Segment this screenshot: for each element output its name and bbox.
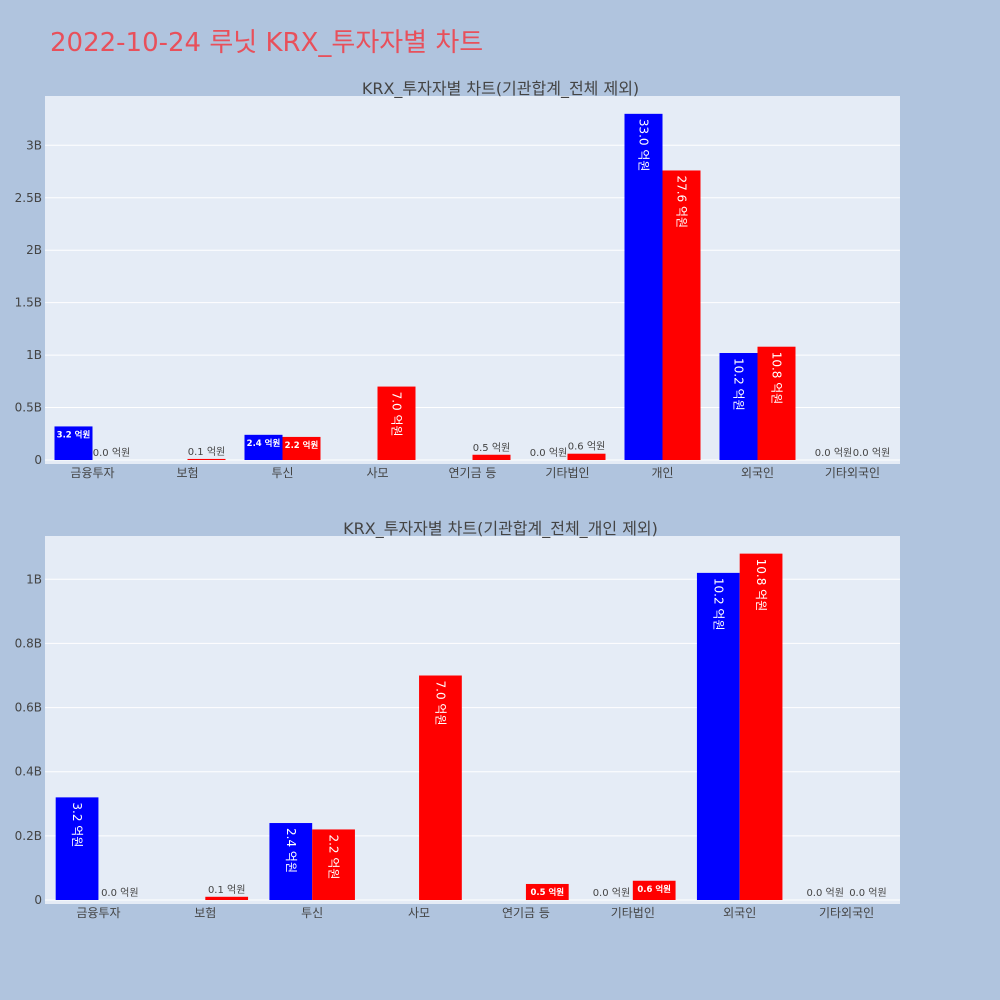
data-label: 10.2 억원 (711, 578, 725, 631)
y-tick-label: 2.5B (15, 191, 42, 205)
bar (632, 880, 676, 900)
x-tick-label: 연기금 등 (502, 906, 550, 920)
data-label: 0.6 억원 (637, 884, 671, 895)
bar (187, 458, 226, 460)
x-tick-label: 기타외국인 (819, 906, 874, 920)
x-tick-label: 기타외국인 (825, 466, 880, 480)
y-tick-label: 0.4B (15, 765, 42, 779)
data-label: 0.0 억원 (853, 447, 890, 459)
bar (377, 386, 416, 460)
y-tick-label: 0.8B (15, 636, 42, 650)
y-tick-label: 0.2B (15, 829, 42, 843)
y-tick-label: 3B (26, 138, 42, 152)
y-tick-label: 2B (26, 243, 42, 257)
bar (739, 553, 783, 900)
bar (472, 454, 511, 460)
data-label: 33.0 억원 (637, 119, 651, 172)
bar (719, 353, 758, 460)
x-tick-label: 보험 (194, 906, 216, 920)
data-label: 0.6 억원 (568, 441, 605, 453)
data-label: 2.4 억원 (247, 438, 281, 449)
data-label: 7.0 억원 (433, 681, 447, 726)
x-tick-label: 금융투자 (70, 466, 114, 480)
x-tick-label: 투신 (271, 466, 293, 480)
data-label: 2.2 억원 (285, 440, 319, 451)
x-tick-label: 외국인 (741, 466, 774, 480)
data-label: 0.5 억원 (473, 442, 510, 454)
data-label: 7.0 억원 (390, 392, 404, 437)
data-label: 0.0 억원 (815, 447, 852, 459)
data-label: 10.8 억원 (754, 559, 768, 612)
bar (244, 434, 283, 460)
bar (54, 426, 93, 460)
y-tick-label: 1.5B (15, 296, 42, 310)
data-label: 0.5 억원 (530, 887, 564, 898)
y-tick-label: 0 (34, 893, 42, 907)
y-tick-label: 0.6B (15, 701, 42, 715)
bar (205, 896, 249, 900)
data-label: 27.6 억원 (675, 175, 689, 228)
bar (55, 797, 99, 900)
x-tick-label: 기타법인 (545, 466, 589, 480)
x-tick-label: 보험 (176, 466, 198, 480)
y-tick-label: 0 (34, 453, 42, 467)
x-tick-label: 개인 (651, 466, 673, 480)
x-tick-label: 금융투자 (76, 906, 120, 920)
bar (757, 346, 796, 460)
chart-title: KRX_투자자별 차트(기관합계_전체_개인 제외) (343, 519, 658, 539)
bar (312, 829, 355, 900)
y-tick-label: 1B (26, 348, 42, 362)
data-label: 0.0 억원 (849, 887, 886, 899)
bar (525, 883, 569, 900)
data-label: 3.2 억원 (57, 429, 91, 440)
x-tick-label: 사모 (408, 906, 430, 920)
bar (419, 675, 462, 900)
bar (567, 453, 606, 460)
data-label: 10.2 억원 (732, 358, 746, 411)
data-label: 2.4 억원 (284, 828, 298, 873)
x-tick-label: 기타법인 (611, 906, 655, 920)
data-label: 3.2 억원 (70, 802, 84, 847)
data-label: 2.2 억원 (327, 834, 341, 879)
data-label: 0.1 억원 (208, 884, 245, 896)
data-label: 0.0 억원 (101, 887, 138, 899)
data-label: 0.0 억원 (530, 447, 567, 459)
x-tick-label: 연기금 등 (449, 466, 497, 480)
bar (282, 436, 321, 460)
chart-panel-bottom: 0 0.2B 0.4B 0.6B 0.8B 1B KRX_투자자별 차트(기관합계_전체_개… (15, 519, 900, 920)
bar (269, 823, 313, 900)
data-label: 10.8 억원 (770, 352, 784, 405)
data-label: 0.0 억원 (93, 447, 130, 459)
x-tick-label: 투신 (301, 906, 323, 920)
page-title: 2022-10-24 루닛 KRX_투자자별 차트 (50, 28, 484, 58)
x-tick-label: 사모 (366, 466, 388, 480)
x-tick-label: 외국인 (723, 906, 756, 920)
chart-panel-top: 0 0.5B 1B 1.5B 2B 2.5B 3B KRX_투자자별 차트(기관합계_전체 제… (15, 79, 900, 480)
y-tick-label: 1B (26, 572, 42, 586)
chart-title: KRX_투자자별 차트(기관합계_전체 제외) (362, 79, 639, 99)
data-label: 0.0 억원 (593, 887, 630, 899)
bar (696, 572, 740, 900)
bar (662, 170, 701, 460)
data-label: 0.1 억원 (188, 446, 225, 458)
data-label: 0.0 억원 (806, 887, 843, 899)
y-tick-label: 0.5B (15, 401, 42, 415)
bar (624, 113, 663, 460)
